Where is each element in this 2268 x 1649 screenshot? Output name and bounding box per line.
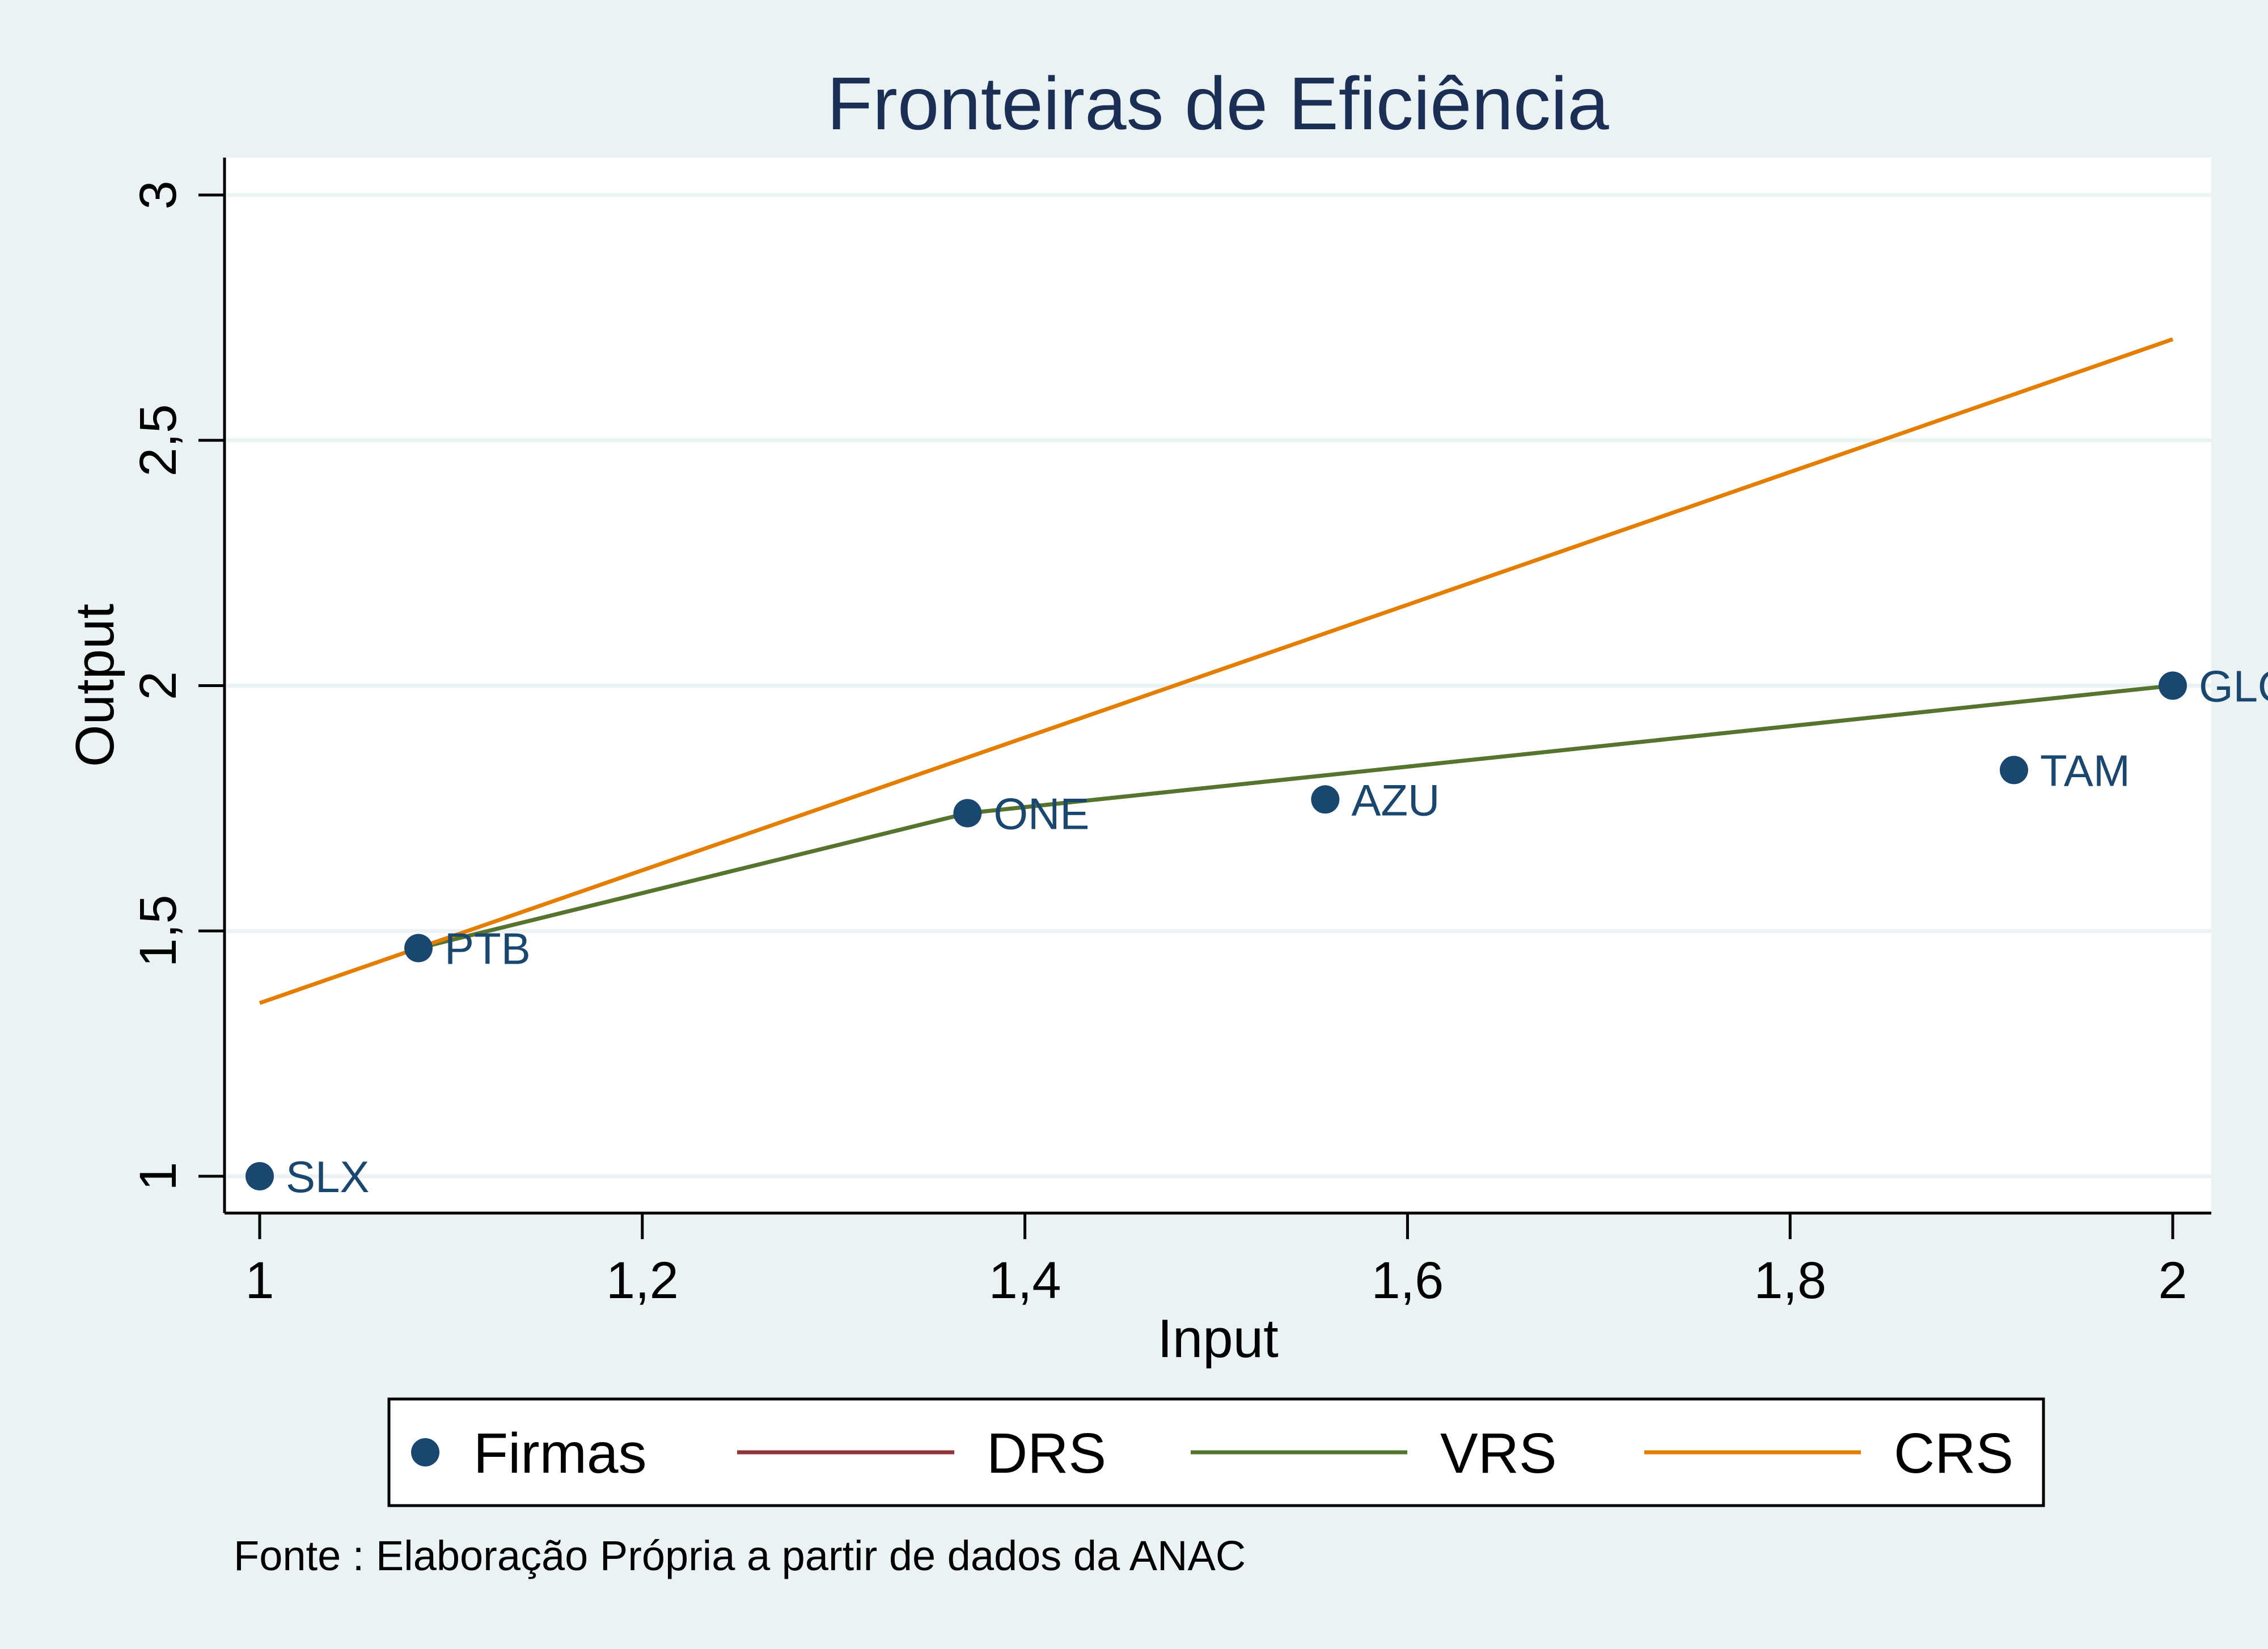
y-tick-label: 3 [129, 180, 187, 209]
point-label-one: ONE [993, 789, 1089, 839]
firm-points: SLX PTB ONE AZU TAM GLO [246, 662, 2268, 1202]
y-axis-label: Output [65, 604, 125, 767]
x-axis-ticks: 1 1,2 1,4 1,6 1,8 2 [245, 1213, 2187, 1309]
legend-label-crs: CRS [1894, 1422, 2013, 1485]
source-note: Fonte : Elaboração Própria a partir de d… [234, 1532, 1246, 1579]
point-label-glo: GLO [2199, 662, 2268, 711]
legend: Firmas DRS VRS CRS [387, 1397, 2045, 1507]
point-label-tam: TAM [2040, 745, 2130, 795]
x-tick-label: 2 [2158, 1252, 2187, 1309]
point-slx [246, 1162, 274, 1190]
y-tick-label: 2 [129, 671, 187, 700]
x-tick-label: 1,6 [1371, 1252, 1444, 1309]
y-tick-label: 1 [129, 1161, 187, 1190]
x-tick-label: 1,4 [989, 1252, 1061, 1309]
chart-title: Fronteiras de Eficiência [827, 62, 1609, 145]
x-axis-label: Input [1157, 1308, 1279, 1369]
y-axis-ticks: 1 1,5 2 2,5 3 [129, 180, 225, 1191]
legend-label-firmas: Firmas [473, 1422, 647, 1485]
x-tick-label: 1 [245, 1252, 274, 1309]
legend-label-vrs: VRS [1440, 1422, 1557, 1485]
point-tam [1999, 756, 2028, 785]
point-ptb [404, 934, 433, 963]
point-glo [2159, 671, 2187, 700]
y-tick-label: 2,5 [129, 404, 187, 477]
legend-symbol-firmas [411, 1438, 439, 1466]
point-label-slx: SLX [286, 1152, 369, 1202]
point-one [953, 799, 982, 828]
legend-label-drs: DRS [987, 1422, 1106, 1485]
x-tick-label: 1,2 [606, 1252, 679, 1309]
point-label-ptb: PTB [445, 924, 531, 974]
point-label-azu: AZU [1351, 775, 1440, 825]
y-tick-label: 1,5 [129, 895, 187, 967]
series-line-crs [259, 337, 2174, 1005]
x-tick-label: 1,8 [1754, 1252, 1826, 1309]
point-azu [1311, 785, 1340, 814]
